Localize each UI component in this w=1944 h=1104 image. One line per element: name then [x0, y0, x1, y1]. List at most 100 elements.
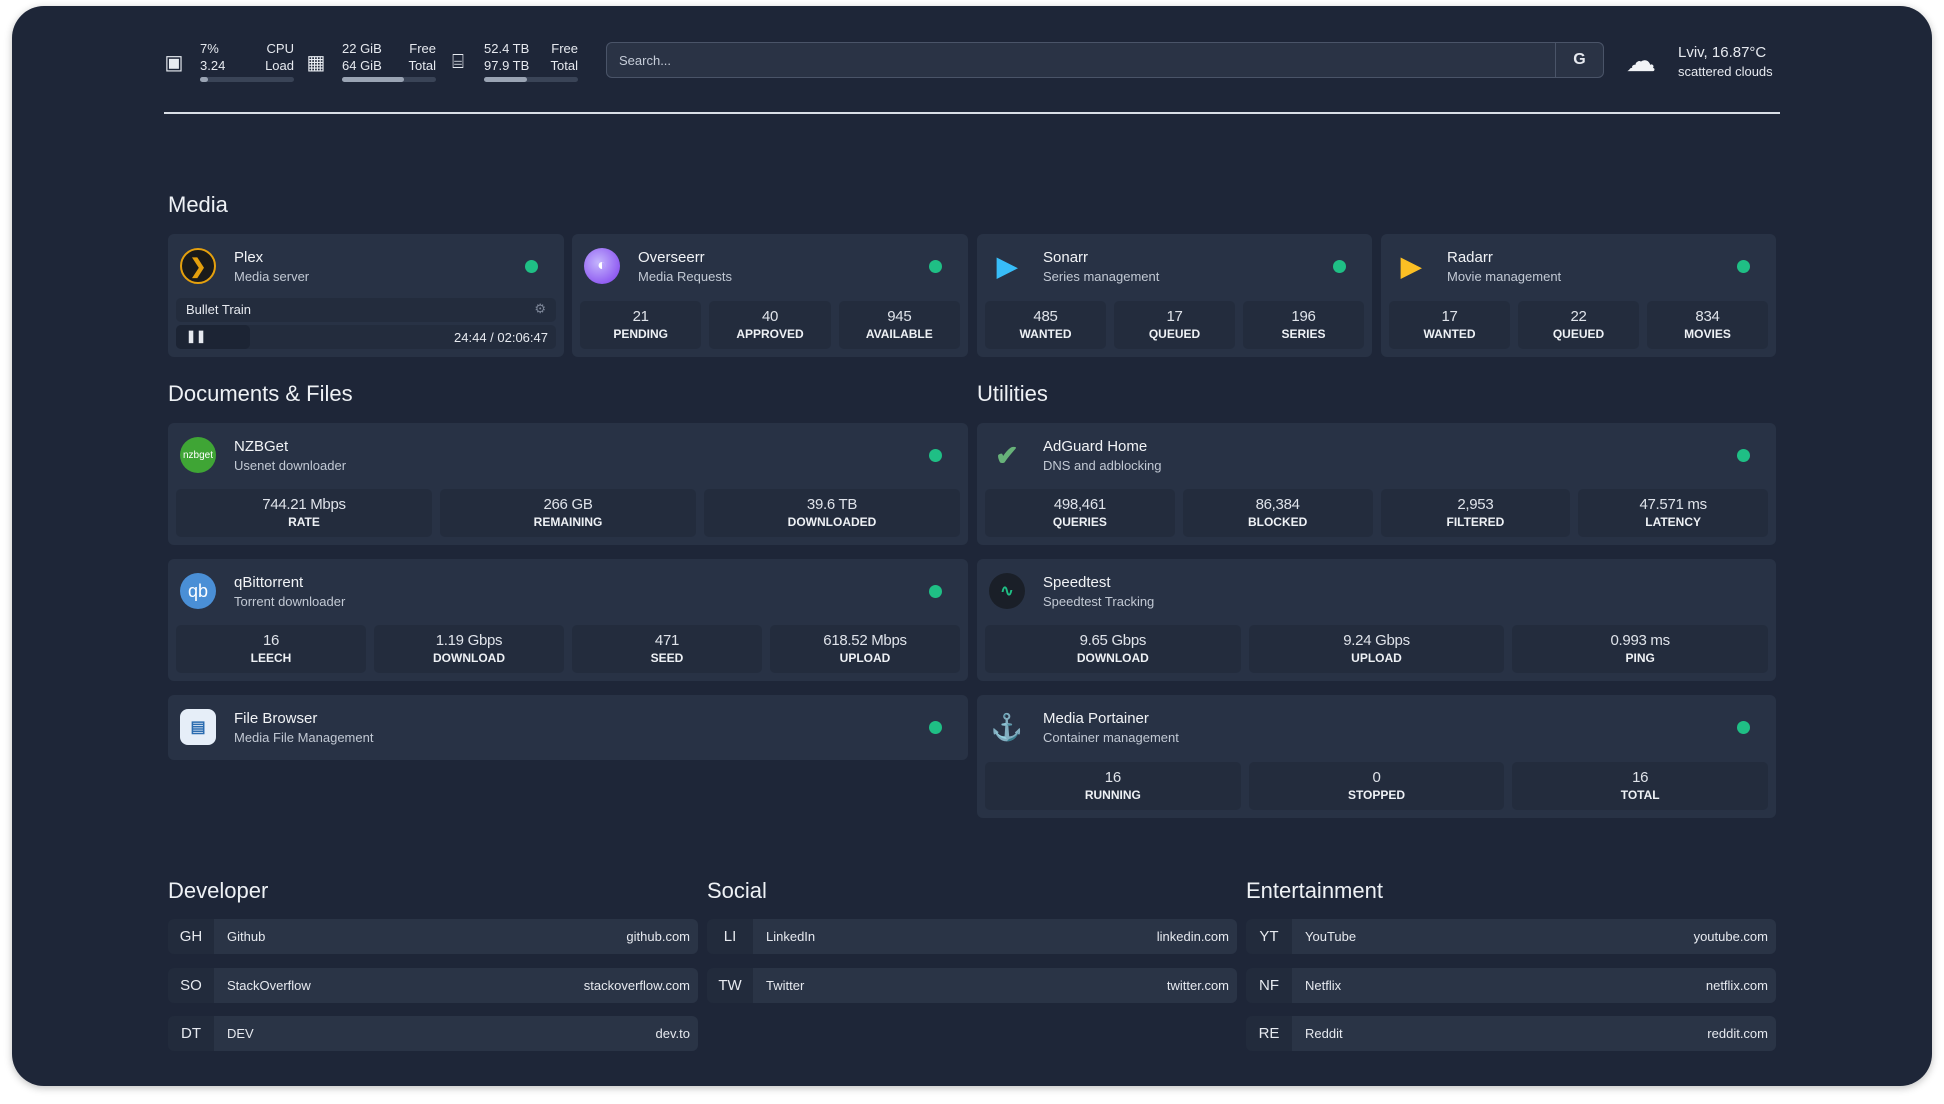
- stat-total: 16 TOTAL: [1512, 762, 1769, 810]
- bookmark-abbr: GH: [168, 919, 214, 954]
- bookmark-url[interactable]: netflix.com: [1705, 977, 1768, 993]
- service-title: File Browser: [234, 710, 318, 727]
- status-online-dot: [1737, 721, 1750, 734]
- stat-value: 9.65 Gbps: [1079, 632, 1147, 649]
- stat-value: 16: [262, 632, 280, 649]
- bookmark-name[interactable]: Reddit: [1305, 1026, 1343, 1041]
- stat-value: 0: [1372, 769, 1381, 786]
- settings-icon[interactable]: ⚙: [534, 301, 546, 316]
- plex-card[interactable]: ❯ Plex Media server Bullet Train ⚙ ❚❚ 24…: [168, 234, 564, 357]
- overseerr-icon: ◐: [584, 248, 620, 284]
- bookmark-name[interactable]: YouTube: [1305, 929, 1357, 944]
- bookmark-url[interactable]: twitter.com: [1166, 977, 1229, 993]
- stat-label: LEECH: [250, 651, 292, 665]
- stat-rate: 744.21 Mbps RATE: [176, 489, 432, 537]
- bookmark-url[interactable]: github.com: [626, 929, 690, 944]
- stat-label: WANTED: [1019, 327, 1072, 341]
- bookmark-name[interactable]: Twitter: [766, 977, 805, 993]
- stat-label: STOPPED: [1347, 788, 1406, 802]
- bookmark-name[interactable]: Netflix: [1305, 977, 1342, 993]
- service-subtitle: DNS and adblocking: [1043, 458, 1162, 473]
- playback-progress[interactable]: ❚❚ 24:44 / 02:06:47: [176, 325, 556, 349]
- bookmark-name[interactable]: Github: [227, 929, 266, 944]
- stat-wanted: 17 WANTED: [1389, 301, 1510, 349]
- service-title: AdGuard Home: [1043, 438, 1148, 455]
- bookmark-github[interactable]: GH Github github.com: [168, 919, 698, 954]
- radarr-card[interactable]: ▶ Radarr Movie management 17 WANTED 22 QUEU…: [1381, 234, 1776, 357]
- search-provider-button[interactable]: G: [1555, 43, 1603, 77]
- weather-location: Lviv, 16.87°C: [1678, 44, 1767, 61]
- stat-value: 86,384: [1255, 496, 1300, 513]
- sonarr-icon: ▶: [997, 250, 1017, 281]
- file-browser-icon: ▤: [180, 709, 216, 745]
- portainer-icon: ⚓: [990, 711, 1024, 742]
- bookmark-name[interactable]: LinkedIn: [766, 929, 816, 944]
- stat-label: AVAILABLE: [865, 327, 933, 341]
- bookmark-url[interactable]: linkedin.com: [1156, 929, 1229, 944]
- stat-value: 1.19 Gbps: [435, 632, 503, 649]
- stat-download: 9.65 Gbps DOWNLOAD: [985, 625, 1241, 673]
- stat-label: UPLOAD: [839, 651, 891, 665]
- speedtest-card[interactable]: ∿ Speedtest Speedtest Tracking 9.65 Gbps…: [977, 559, 1776, 681]
- bookmark-dev[interactable]: DT DEV dev.to: [168, 1016, 698, 1051]
- stat-label: QUEUED: [1552, 327, 1605, 341]
- status-online-dot: [1333, 260, 1346, 273]
- bookmark-name[interactable]: StackOverflow: [227, 977, 311, 993]
- status-online-dot: [1737, 449, 1750, 462]
- stat-movies: 834 MOVIES: [1647, 301, 1768, 349]
- stat-label: WANTED: [1423, 327, 1476, 341]
- cpu-widget: ▣ 7% 3.24 CPU Load: [160, 40, 294, 84]
- bookmark-abbr: DT: [168, 1016, 214, 1051]
- sonarr-card[interactable]: ▶ Sonarr Series management 485 WANTED 17 QU…: [977, 234, 1372, 357]
- bookmark-abbr: TW: [707, 967, 753, 1003]
- stat-value: 0.993 ms: [1610, 632, 1671, 649]
- pause-icon[interactable]: ❚❚: [186, 329, 207, 343]
- service-title: Media Portainer: [1043, 710, 1149, 727]
- bookmark-url[interactable]: stackoverflow.com: [583, 977, 690, 993]
- playback-time: 24:44 / 02:06:47: [454, 330, 548, 345]
- nzbget-card[interactable]: nzbget NZBGet Usenet downloader 744.21 M…: [168, 423, 968, 545]
- service-stats: 21 PENDING 40 APPROVED 945 AVAILABLE: [580, 301, 960, 349]
- filebrowser-card[interactable]: ▤ File Browser Media File Management: [168, 695, 968, 760]
- bookmark-reddit[interactable]: RE Reddit reddit.com: [1246, 1016, 1776, 1051]
- stat-label: SEED: [650, 651, 684, 665]
- stat-label: RUNNING: [1084, 788, 1141, 802]
- service-stats: 744.21 Mbps RATE 266 GB REMAINING 39.6 TB DOW…: [176, 489, 960, 537]
- bookmark-twitter[interactable]: TW Twitter twitter.com: [707, 967, 1237, 1003]
- stat-label: DOWNLOAD: [1076, 651, 1149, 665]
- bookmark-name[interactable]: DEV: [227, 1026, 254, 1041]
- section-entertainment: Entertainment: [1246, 878, 1383, 903]
- status-online-dot: [929, 585, 942, 598]
- memory-total: 64 GiB: [342, 58, 382, 73]
- search-box: G: [606, 42, 1604, 78]
- adguard-card[interactable]: ✔ AdGuard Home DNS and adblocking 498,46…: [977, 423, 1776, 545]
- stat-value: 471: [654, 632, 680, 649]
- bookmark-url[interactable]: reddit.com: [1707, 1026, 1768, 1041]
- bookmark-url[interactable]: dev.to: [655, 1026, 690, 1041]
- free-label: Free: [551, 41, 578, 56]
- disk-icon: ⌸: [452, 50, 464, 73]
- qbittorrent-card[interactable]: qb qBittorrent Torrent downloader 16 LEEC…: [168, 559, 968, 681]
- stat-label: APPROVED: [736, 327, 804, 341]
- stat-label: QUERIES: [1052, 515, 1107, 529]
- service-stats: 485 WANTED 17 QUEUED 196 SERIES: [985, 301, 1364, 349]
- search-input[interactable]: [607, 52, 1555, 68]
- stat-label: PING: [1625, 651, 1655, 665]
- overseerr-card[interactable]: ◐ Overseerr Media Requests 21 PENDING 40 AP…: [572, 234, 968, 357]
- stat-queued: 17 QUEUED: [1114, 301, 1235, 349]
- disk-total: 97.9 TB: [484, 58, 530, 73]
- stat-wanted: 485 WANTED: [985, 301, 1106, 349]
- stat-label: PENDING: [613, 327, 668, 341]
- bookmark-abbr: NF: [1246, 967, 1292, 1003]
- bookmark-netflix[interactable]: NF Netflix netflix.com: [1246, 967, 1776, 1003]
- bookmark-stackoverflow[interactable]: SO StackOverflow stackoverflow.com: [168, 967, 698, 1003]
- portainer-card[interactable]: ⚓ Media Portainer Container management 1…: [977, 695, 1776, 818]
- bookmark-youtube[interactable]: YT YouTube youtube.com: [1246, 919, 1776, 954]
- stat-value: 22: [1570, 308, 1587, 325]
- bookmark-url[interactable]: youtube.com: [1693, 929, 1768, 944]
- stat-label: DOWNLOADED: [787, 515, 877, 529]
- stat-leech: 16 LEECH: [176, 625, 366, 673]
- stat-available: 945 AVAILABLE: [838, 301, 960, 349]
- bookmark-linkedin[interactable]: LI LinkedIn linkedin.com: [707, 919, 1237, 954]
- radarr-icon: ▶: [1401, 250, 1421, 281]
